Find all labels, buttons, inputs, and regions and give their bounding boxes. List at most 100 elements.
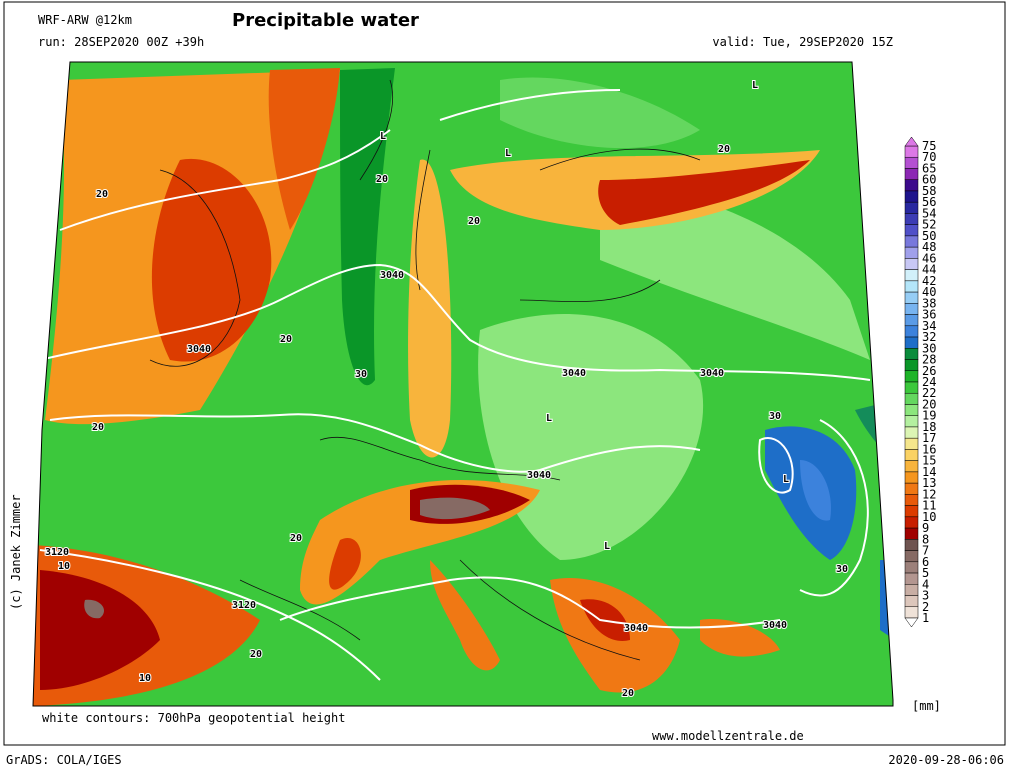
color-swatch [904, 426, 919, 439]
color-swatch [904, 314, 919, 327]
contour-label: 10 [139, 673, 151, 684]
colorbar-label: 5 [922, 566, 929, 580]
contour-label: L [604, 541, 610, 552]
contour-label: 20 [290, 533, 302, 544]
valid: valid: Tue, 29SEP2020 15Z [712, 35, 893, 49]
color-swatch [904, 348, 919, 360]
color-swatch [904, 258, 919, 270]
colorbar-label: 34 [922, 319, 936, 333]
title: Precipitable water [232, 10, 419, 31]
color-swatch [904, 359, 919, 372]
color-swatch [904, 303, 919, 315]
colorbar-label: 24 [922, 375, 936, 389]
colorbar-label: 2 [922, 600, 929, 614]
contour-label: 20 [468, 216, 480, 227]
timestamp: 2020-09-28-06:06 [888, 753, 1004, 767]
color-swatch [904, 550, 919, 563]
color-swatch [904, 449, 919, 461]
contour-label: L [752, 80, 758, 91]
colorbar-label: 26 [922, 364, 936, 378]
contour-labels: 3040 3040 3040 3040 3040 3040 3040 3120 3120 20 20… [44, 79, 849, 700]
contour-label: L [546, 413, 552, 424]
color-swatch [904, 606, 919, 619]
color-swatch [904, 561, 919, 574]
contour-label: 20 [376, 174, 388, 185]
contour-label: 3120 [45, 547, 69, 558]
colorbar-label: 36 [922, 308, 936, 322]
contour-label: 20 [250, 649, 262, 660]
colorbar-label: 9 [922, 521, 929, 535]
colorbar-label: 3 [922, 589, 929, 603]
colorbar-label: 10 [922, 510, 936, 524]
contour-note: white contours: 700hPa geopotential heig… [42, 711, 345, 725]
color-swatch [904, 404, 919, 416]
colorbar-bottom [904, 617, 919, 628]
color-swatch [904, 269, 919, 282]
contour-label: L [783, 474, 789, 485]
color-swatch [904, 224, 919, 237]
unit: [mm] [912, 699, 941, 713]
color-swatch [904, 415, 919, 428]
colorbar-label: 50 [922, 229, 936, 243]
colorbar-label: 46 [922, 251, 936, 265]
contour-label: 3040 [527, 470, 551, 481]
color-swatch [904, 527, 919, 540]
color-swatch [904, 572, 919, 585]
contour-label: 3040 [700, 368, 724, 379]
color-swatch [904, 168, 919, 180]
colorbar-label: 12 [922, 487, 936, 501]
colorbar-label: 1 [922, 611, 929, 625]
colorbar: 7570656058565452504846444240383634323028… [904, 136, 936, 628]
color-swatch [904, 336, 919, 349]
colorbar-label: 14 [922, 465, 936, 479]
colorbar-label: 7 [922, 544, 929, 558]
colorbar-label: 56 [922, 195, 936, 209]
colorbar-label: 65 [922, 161, 936, 175]
map-border [32, 61, 894, 707]
color-swatch [904, 471, 919, 484]
contour-label: 30 [769, 411, 781, 422]
color-swatch [904, 516, 919, 529]
colorbar-label: 60 [922, 173, 936, 187]
color-swatch [904, 539, 919, 551]
colorbar-label: 42 [922, 274, 936, 288]
contour-label: 3040 [380, 270, 404, 281]
colorbar-label: 13 [922, 476, 936, 490]
color-swatch [904, 494, 919, 506]
color-swatch [904, 392, 919, 405]
credit: (c) Janek Zimmer [9, 494, 23, 610]
color-swatch [904, 213, 919, 225]
colorbar-top [904, 136, 919, 147]
colorbar-label: 44 [922, 263, 936, 277]
colorbar-label: 30 [922, 341, 936, 355]
colorbar-label: 48 [922, 240, 936, 254]
color-swatch [904, 595, 919, 608]
contour-label: 3040 [562, 368, 586, 379]
color-swatch [904, 179, 919, 192]
colorbar-label: 6 [922, 555, 929, 569]
color-swatch [904, 370, 919, 383]
colorbar-label: 40 [922, 285, 936, 299]
colorbar-label: 19 [922, 409, 936, 423]
color-swatch [904, 505, 919, 518]
contour-label: 3040 [763, 620, 787, 631]
map [33, 62, 893, 706]
contour-label: 20 [622, 688, 634, 699]
grads: GrADS: COLA/IGES [6, 753, 122, 767]
color-swatch [904, 235, 919, 248]
run: run: 28SEP2020 00Z +39h [38, 35, 204, 49]
colorbar-label: 11 [922, 499, 936, 513]
contour-label: 20 [280, 334, 292, 345]
colorbar-label: 15 [922, 454, 936, 468]
colorbar-label: 70 [922, 150, 936, 164]
contour-label: 10 [58, 561, 70, 572]
color-swatch [904, 291, 919, 304]
colorbar-label: 28 [922, 353, 936, 367]
color-swatch [904, 584, 919, 596]
contour-label: 3040 [187, 344, 211, 355]
contour-label: L [505, 148, 511, 159]
contour-label: 3120 [232, 600, 256, 611]
